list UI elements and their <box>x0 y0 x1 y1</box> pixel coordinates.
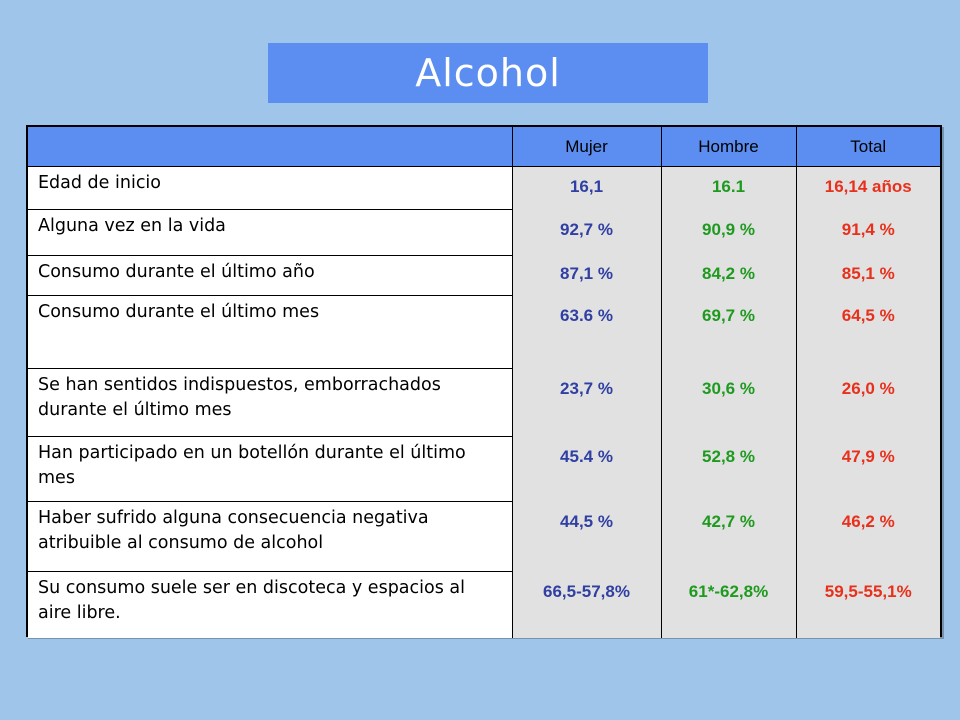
table-row: Haber sufrido alguna consecuencia negati… <box>28 501 940 572</box>
header-hombre: Hombre <box>660 127 796 167</box>
row-label: Consumo durante el último mes <box>28 295 513 369</box>
table-row: Han participado en un botellón durante e… <box>28 436 940 502</box>
mujer-value: 87,1 % <box>511 255 661 296</box>
hombre-value: 69,7 % <box>660 295 796 369</box>
row-label: Edad de inicio <box>28 166 513 210</box>
header-blank-cell <box>28 127 512 167</box>
row-label: Haber sufrido alguna consecuencia negati… <box>28 501 513 572</box>
header-total: Total <box>795 127 940 167</box>
hombre-value: 52,8 % <box>660 436 796 502</box>
slide-title-text: Alcohol <box>415 51 561 95</box>
table-row: Se han sentidos indispuestos, emborracha… <box>28 368 940 437</box>
header-mujer: Mujer <box>511 127 661 167</box>
mujer-value: 45.4 % <box>511 436 661 502</box>
hombre-value: 30,6 % <box>660 368 796 437</box>
mujer-value: 23,7 % <box>511 368 661 437</box>
data-table-container: Mujer Hombre Total Edad de inicio 16,1 1… <box>26 125 942 638</box>
total-value: 59,5-55,1% <box>795 571 940 638</box>
mujer-value: 92,7 % <box>511 209 661 256</box>
hombre-value: 84,2 % <box>660 255 796 296</box>
hombre-value: 16.1 <box>660 166 796 210</box>
hombre-value: 90,9 % <box>660 209 796 256</box>
mujer-value: 63.6 % <box>511 295 661 369</box>
row-label: Se han sentidos indispuestos, emborracha… <box>28 368 513 437</box>
table-row: Consumo durante el último mes 63.6 % 69,… <box>28 295 940 369</box>
table-header-row: Mujer Hombre Total <box>28 127 940 167</box>
total-value: 47,9 % <box>795 436 940 502</box>
row-label: Consumo durante el último año <box>28 255 513 296</box>
table-row: Su consumo suele ser en discoteca y espa… <box>28 571 940 638</box>
hombre-value: 42,7 % <box>660 501 796 572</box>
total-value: 16,14 años <box>795 166 940 210</box>
row-label: Alguna vez en la vida <box>28 209 513 256</box>
alcohol-data-table: Mujer Hombre Total Edad de inicio 16,1 1… <box>28 127 940 638</box>
mujer-value: 66,5-57,8% <box>511 571 661 638</box>
hombre-value: 61*-62,8% <box>660 571 796 638</box>
total-value: 91,4 % <box>795 209 940 256</box>
row-label: Han participado en un botellón durante e… <box>28 436 513 502</box>
total-value: 46,2 % <box>795 501 940 572</box>
table-row: Alguna vez en la vida 92,7 % 90,9 % 91,4… <box>28 209 940 256</box>
mujer-value: 16,1 <box>511 166 661 210</box>
table-row: Consumo durante el último año 87,1 % 84,… <box>28 255 940 296</box>
table-row: Edad de inicio 16,1 16.1 16,14 años <box>28 166 940 210</box>
total-value: 26,0 % <box>795 368 940 437</box>
row-label: Su consumo suele ser en discoteca y espa… <box>28 571 513 638</box>
total-value: 85,1 % <box>795 255 940 296</box>
slide-title: Alcohol <box>268 43 708 103</box>
mujer-value: 44,5 % <box>511 501 661 572</box>
total-value: 64,5 % <box>795 295 940 369</box>
